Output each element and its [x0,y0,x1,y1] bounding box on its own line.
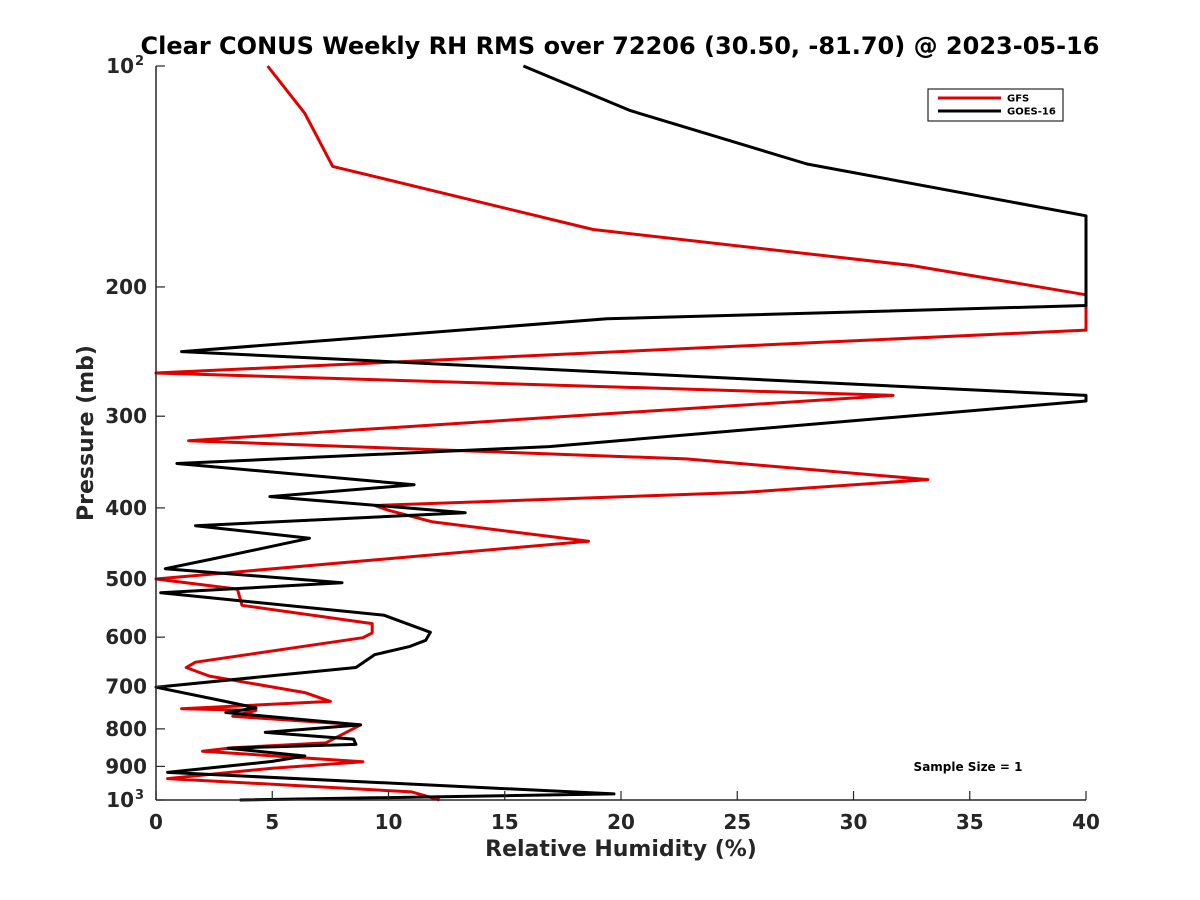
y-tick-exponent: 3 [135,788,144,803]
legend: GFS GOES-16 [927,88,1064,122]
x-tick-label: 25 [723,810,751,834]
sample-size-annotation: Sample Size = 1 [914,760,1023,774]
x-ticks: 0 5 10 15 20 25 30 35 40 [149,791,1100,834]
plot-area: 0 5 10 15 20 25 30 35 40 10 220030040050060070080… [105,54,1100,834]
x-tick-label: 40 [1072,810,1100,834]
legend-box [927,88,1064,122]
y-axis-label: Pressure (mb) [74,345,99,521]
series-layer [154,64,1088,802]
x-tick-label: 10 [375,810,403,834]
x-tick-label: 15 [491,810,519,834]
y-tick-label: 10 [106,54,134,78]
y-tick-label: 300 [105,404,147,428]
y-tick-label: 10 [106,788,134,812]
y-tick-label: 500 [105,567,147,591]
y-tick-label: 900 [105,754,147,778]
legend-items: GFS GOES-16 [938,94,1056,118]
x-axis-label: Relative Humidity (%) [485,837,757,862]
x-tick-label: 35 [956,810,984,834]
y-tick-label: 700 [105,674,147,698]
x-tick-label: 0 [149,810,163,834]
x-tick-label: 30 [840,810,868,834]
y-tick-label: 800 [105,717,147,741]
legend-label: GOES-16 [1007,107,1056,118]
y-tick-label: 200 [105,275,147,299]
y-tick-label: 600 [105,625,147,649]
x-tick-label: 5 [265,810,279,834]
chart-title: Clear CONUS Weekly RH RMS over 72206 (30… [141,32,1100,60]
legend-label: GFS [1007,94,1029,105]
y-tick-exponent: 2 [135,54,144,69]
y-tick-label: 400 [105,496,147,520]
series-line-goes-16 [154,64,1088,802]
x-tick-label: 20 [607,810,635,834]
